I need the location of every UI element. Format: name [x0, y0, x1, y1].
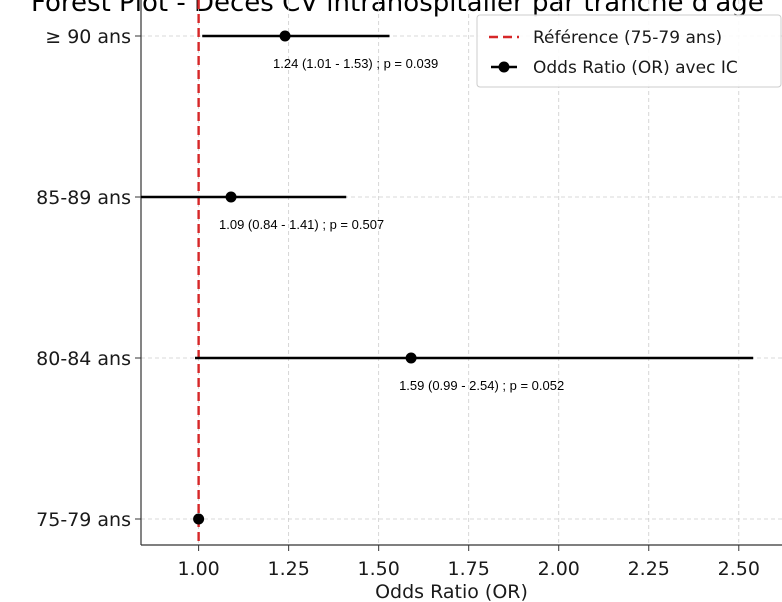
y-tick-label: 80-84 ans [36, 348, 131, 370]
legend-reference-label: Référence (75-79 ans) [533, 28, 722, 48]
x-tick-label: 1.00 [177, 558, 219, 580]
x-tick-label: 1.25 [267, 558, 309, 580]
axes [135, 0, 782, 551]
odds-ratio-point [225, 191, 237, 203]
or-annotation: 1.24 (1.01 - 1.53) ; p = 0.039 [273, 56, 438, 71]
x-tick-label: 1.75 [448, 558, 490, 580]
x-tick-label: 2.25 [628, 558, 670, 580]
tick-labels: 1.00 1.25 1.50 1.75 2.00 2.25 2.50 ≥ 90 ans 85-8… [36, 26, 760, 580]
x-axis-label: Odds Ratio (OR) [375, 581, 528, 602]
or-annotation: 1.59 (0.99 - 2.54) ; p = 0.052 [399, 378, 564, 393]
odds-ratio-point [193, 513, 205, 525]
legend-or-label: Odds Ratio (OR) avec IC [533, 58, 738, 78]
data-layer: 1.24 (1.01 - 1.53) ; p = 0.039 1.09 (0.84… [141, 30, 754, 525]
legend: Référence (75-79 ans) Odds Ratio (OR) ave… [476, 14, 782, 88]
chart-title: Forest Plot - Décès CV intrahospitalier … [31, 0, 764, 18]
or-annotation: 1.09 (0.84 - 1.41) ; p = 0.507 [219, 217, 384, 232]
x-tick-label: 2.50 [718, 558, 760, 580]
y-tick-label: ≥ 90 ans [45, 26, 131, 48]
odds-ratio-point [279, 30, 291, 42]
odds-ratio-point [405, 352, 417, 364]
y-tick-label: 75-79 ans [36, 509, 131, 531]
legend-box [476, 14, 782, 88]
y-tick-label: 85-89 ans [36, 187, 131, 209]
legend-or-swatch-point [498, 61, 510, 73]
x-tick-label: 2.00 [538, 558, 580, 580]
x-tick-label: 1.50 [358, 558, 400, 580]
